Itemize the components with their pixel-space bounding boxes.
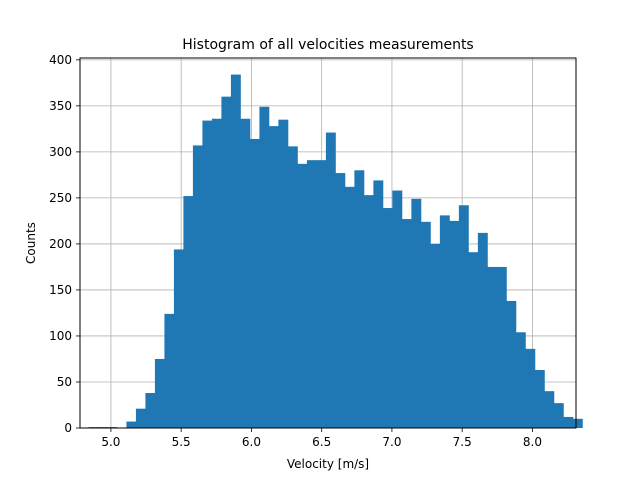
y-tick-label: 100	[49, 329, 72, 343]
x-tick-label: 7.0	[382, 435, 401, 449]
histogram-bar	[468, 252, 479, 428]
y-tick-label: 150	[49, 283, 72, 297]
histogram-bar	[287, 146, 298, 428]
x-tick-label: 5.0	[101, 435, 120, 449]
histogram-bar	[563, 416, 574, 428]
histogram-bar	[135, 408, 146, 428]
histogram-bar	[297, 163, 308, 428]
y-tick-label: 250	[49, 191, 72, 205]
histogram-bar	[363, 195, 374, 428]
histogram-bar	[477, 232, 488, 428]
histogram-bar	[572, 418, 583, 428]
histogram-bar	[325, 132, 336, 428]
y-tick-label: 200	[49, 237, 72, 251]
histogram-bar	[249, 138, 260, 428]
x-axis-ticks: 5.0 5.5 6.0 6.5 7.0 7.5 8.0	[101, 428, 542, 449]
histogram-bar	[316, 160, 327, 428]
x-tick-label: 8.0	[523, 435, 542, 449]
histogram-bar	[202, 120, 213, 428]
histogram-bar	[515, 332, 526, 428]
y-axis-label: Counts	[24, 222, 38, 264]
histogram-bar	[496, 266, 507, 428]
histogram-bar	[458, 205, 469, 428]
histogram-bar	[392, 190, 403, 428]
histogram-bar	[154, 358, 165, 428]
histogram-bar	[278, 119, 289, 429]
y-tick-label: 350	[49, 99, 72, 113]
histogram-bar	[420, 221, 431, 428]
histogram-bar	[544, 391, 555, 428]
histogram-bar	[487, 266, 498, 428]
histogram-bar	[525, 348, 536, 428]
histogram-bar	[401, 219, 412, 428]
histogram-bar	[506, 300, 517, 428]
histogram-bar	[344, 186, 355, 428]
x-tick-label: 6.0	[242, 435, 261, 449]
y-tick-label: 0	[64, 421, 72, 435]
histogram-bar	[221, 96, 232, 429]
histogram-bar	[268, 126, 279, 429]
histogram-bar	[373, 180, 384, 428]
histogram-bar	[534, 370, 545, 428]
histogram-bar	[259, 106, 270, 428]
chart-title: Histogram of all velocities measurements	[182, 37, 473, 53]
histogram-bar	[183, 196, 194, 428]
histogram-bars	[88, 74, 583, 429]
x-axis-label: Velocity [m/s]	[287, 457, 369, 471]
histogram-bar	[553, 403, 564, 428]
y-tick-label: 50	[57, 375, 72, 389]
histogram-bar	[382, 208, 393, 428]
histogram-bar	[230, 74, 241, 428]
histogram-bar	[306, 160, 317, 428]
histogram-bar	[449, 220, 460, 428]
histogram-bar	[430, 243, 441, 428]
plot-frame	[79, 57, 577, 429]
histogram-bar	[192, 145, 203, 428]
histogram-bar	[439, 215, 450, 428]
y-axis-ticks: 0 50 100 150 200 250 300 350 400	[49, 53, 80, 435]
x-tick-label: 5.5	[172, 435, 191, 449]
histogram-bar	[211, 118, 222, 428]
y-tick-label: 300	[49, 145, 72, 159]
histogram-bar	[173, 249, 184, 428]
histogram-bar	[126, 421, 137, 428]
histogram-bar	[240, 118, 251, 428]
histogram-bar	[411, 198, 422, 428]
histogram-bar	[164, 313, 175, 428]
histogram-bar	[145, 393, 156, 428]
histogram-bar	[354, 170, 365, 428]
x-tick-label: 6.5	[312, 435, 331, 449]
histogram-bar	[335, 173, 346, 428]
x-tick-label: 7.5	[453, 435, 472, 449]
y-tick-label: 400	[49, 53, 72, 67]
